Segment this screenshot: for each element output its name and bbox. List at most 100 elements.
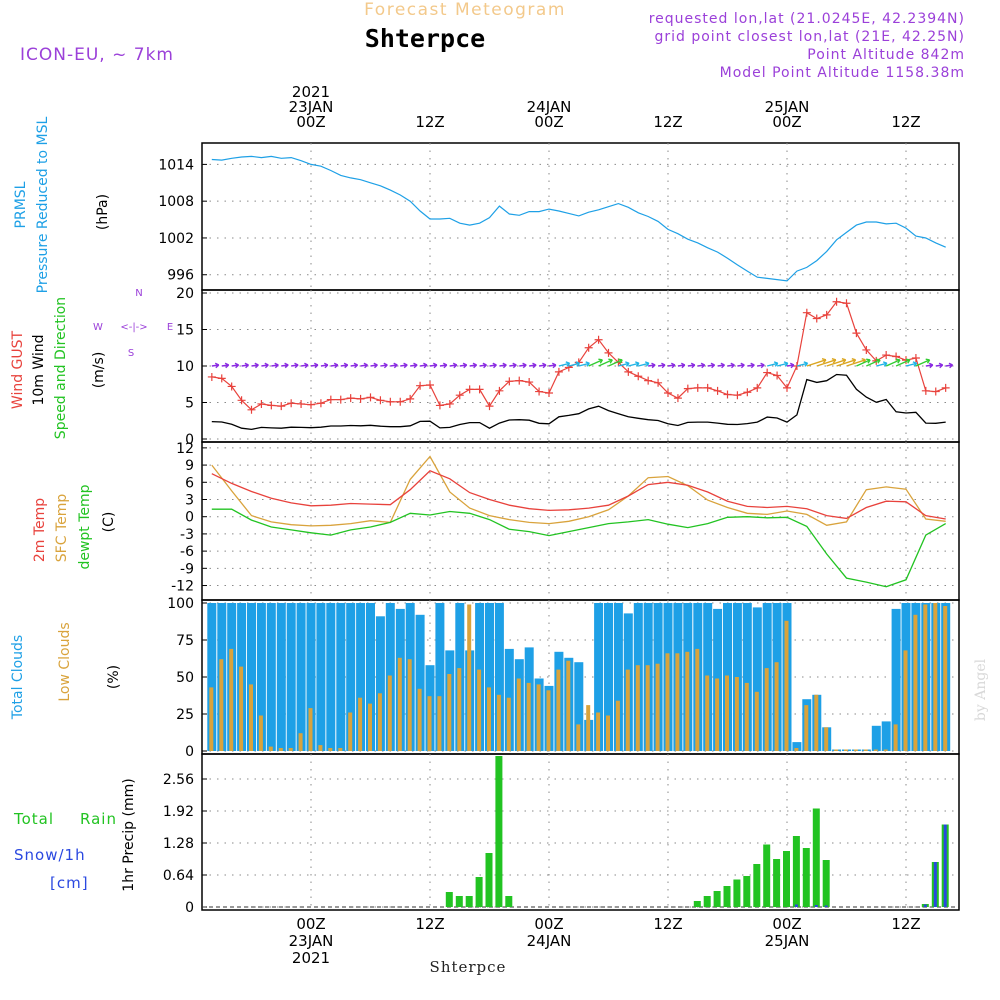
wind-direction-arrow xyxy=(578,362,590,367)
wind-direction-arrow xyxy=(826,359,846,367)
low-cloud-bar xyxy=(586,705,591,751)
total-cloud-bar xyxy=(375,616,385,751)
clouds-panel: Total Clouds Low Clouds (%) 0 25 50 75 100 xyxy=(10,596,960,760)
sfc-temp-label: SFC Temp xyxy=(54,494,70,563)
y-tick-label: 3 xyxy=(185,492,194,508)
total-cloud-bar xyxy=(346,603,356,751)
y-tick-label: 10 xyxy=(176,359,194,375)
gust-marker xyxy=(406,394,415,403)
gust-marker xyxy=(217,374,226,383)
low-cloud-bar xyxy=(784,620,789,751)
rain-bar xyxy=(773,859,781,907)
y-tick-label: 1008 xyxy=(158,194,194,210)
temperature-panel: 2m Temp SFC Temp dewpt Temp (C) -12 -9-6-… xyxy=(32,441,960,601)
y-tick-label: 1014 xyxy=(158,157,194,173)
low-cloud-bar xyxy=(229,648,234,751)
wind-direction-arrow xyxy=(588,359,603,367)
total-cloud-bar xyxy=(871,725,881,751)
wind-arrow-head xyxy=(866,358,871,364)
wind-arrow-head xyxy=(522,362,527,369)
requested-lonlat: requested lon,lat (21.0245E, 42.2394N) xyxy=(649,11,965,27)
product-title: Forecast Meteogram xyxy=(364,0,566,20)
y-tick-label: 50 xyxy=(176,670,194,686)
point-altitude: Point Altitude 842m xyxy=(807,47,965,63)
gust-marker xyxy=(435,401,444,410)
wind-arrow-head xyxy=(625,361,630,367)
gust-marker xyxy=(267,401,276,410)
total-cloud-bar xyxy=(792,742,802,751)
sfc-temp-line xyxy=(211,455,946,527)
rain-bar xyxy=(505,896,513,907)
y-tick-label: 25 xyxy=(176,707,194,723)
gust-marker xyxy=(287,399,296,408)
low-cloud-bar xyxy=(576,724,581,751)
wind-direction-arrow xyxy=(816,359,837,367)
percent-unit-label: (%) xyxy=(106,665,122,689)
wind-arrow-head xyxy=(661,362,666,369)
gust-marker xyxy=(525,378,534,387)
low-cloud-bar xyxy=(298,733,303,751)
wind-arrow-head xyxy=(730,362,735,369)
y-tick-label: -3 xyxy=(180,527,194,543)
dewpt-label: dewpt Temp xyxy=(77,484,93,569)
y-tick-label: 1.28 xyxy=(163,836,194,852)
wind-arrow-head xyxy=(393,362,398,369)
wind-arrow-head xyxy=(442,362,448,369)
wind-arrow-head xyxy=(294,362,299,369)
wind-direction-arrow xyxy=(776,362,788,367)
clouds-labels: Total Clouds Low Clouds (%) xyxy=(10,622,122,720)
wind-arrow-head xyxy=(565,361,571,367)
low-cloud-bar xyxy=(308,708,313,751)
precip-labels: Total Rain Snow/1h [cm] 1hr Precip (mm) xyxy=(13,778,137,892)
wind-arrow-head xyxy=(925,358,931,364)
low-cloud-bar xyxy=(655,663,660,751)
low-cloud-bar xyxy=(933,603,938,751)
low-clouds-label: Low Clouds xyxy=(57,622,73,701)
dewpt-line xyxy=(211,508,947,588)
gust-marker xyxy=(535,387,544,396)
rain-bar xyxy=(465,896,473,907)
low-cloud-bar xyxy=(427,696,432,751)
snow-bar xyxy=(794,904,798,907)
low-cloud-bar xyxy=(853,749,858,751)
wind-arrow-head xyxy=(710,362,716,369)
wind-direction-arrow xyxy=(856,359,871,367)
wind-direction-arrow xyxy=(558,362,570,367)
wind-chart: 0 5 10 15 20 xyxy=(176,286,960,448)
gust-marker xyxy=(693,383,702,392)
wind-direction-arrow xyxy=(846,359,866,367)
low-cloud-bar xyxy=(824,727,829,751)
low-cloud-bar xyxy=(467,604,472,751)
wind-arrow-head xyxy=(760,362,765,369)
y-tick-label: 0 xyxy=(185,744,194,760)
compass-south: S xyxy=(128,348,134,359)
top-axis-label: 24JAN xyxy=(527,98,572,116)
gust-marker xyxy=(812,314,821,323)
rain-bar xyxy=(485,853,493,907)
low-cloud-bar xyxy=(278,748,283,751)
total-cloud-bar xyxy=(316,603,326,751)
wind-arrow-head xyxy=(618,358,623,364)
low-cloud-bar xyxy=(893,724,898,751)
compass-west: W xyxy=(93,322,103,333)
y-tick-label: 0 xyxy=(185,900,194,916)
rain-bar xyxy=(703,896,711,907)
rain-bar xyxy=(822,860,830,907)
wind-arrow-head xyxy=(353,362,359,369)
wind-10m-label: 10m Wind xyxy=(31,334,47,405)
low-cloud-bar xyxy=(209,687,214,751)
pressure-panel: PRMSL Pressure Reduced to MSL (hPa) 996 1… xyxy=(13,116,960,293)
gust-marker xyxy=(386,397,395,406)
y-tick-label: 1.92 xyxy=(163,804,194,820)
t2m-label: 2m Temp xyxy=(32,498,48,562)
wind-arrow-head xyxy=(948,362,954,369)
wind-arrow-head xyxy=(423,362,428,369)
snow-bar xyxy=(943,824,947,907)
wind-arrow-head xyxy=(895,358,901,364)
gust-marker xyxy=(931,387,940,396)
bottom-axis-label: 25JAN xyxy=(765,932,810,950)
rain-bar xyxy=(445,892,453,907)
gridpoint-lonlat: grid point closest lon,lat (21E, 42.25N) xyxy=(654,29,965,45)
low-cloud-bar xyxy=(715,678,720,751)
